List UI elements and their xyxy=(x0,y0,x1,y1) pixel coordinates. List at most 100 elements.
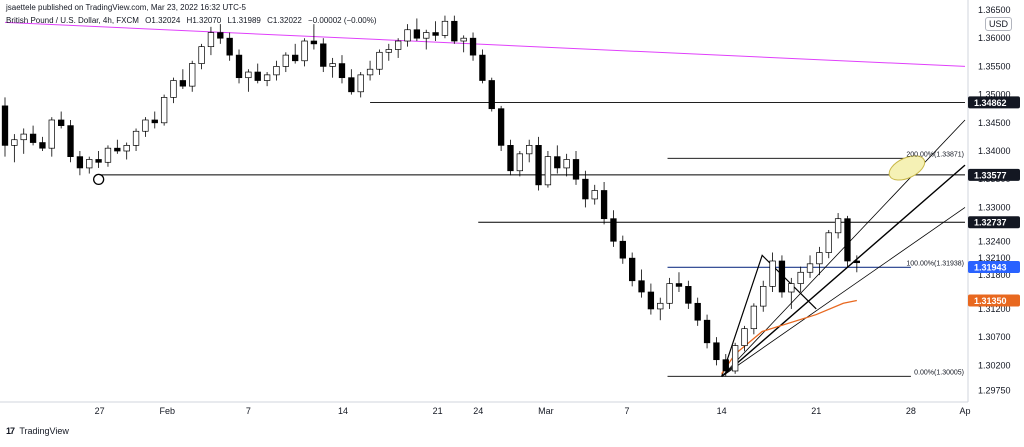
candle-body xyxy=(713,342,720,361)
price-label-bg xyxy=(968,96,1020,109)
candle-body xyxy=(76,156,84,169)
candle xyxy=(20,128,27,154)
y-tick-label: 1.36500 xyxy=(978,5,1011,15)
candle xyxy=(460,35,467,53)
candle xyxy=(235,49,243,84)
x-tick-label: Mar xyxy=(538,406,554,416)
currency-button[interactable]: USD xyxy=(985,17,1013,31)
candle-body xyxy=(722,359,729,372)
candle-body xyxy=(273,66,280,76)
candle-body xyxy=(348,77,355,93)
candle xyxy=(741,325,748,352)
y-tick-label: 1.31800 xyxy=(978,270,1011,280)
candle-body xyxy=(404,29,411,42)
candle xyxy=(778,255,786,298)
y-tick-label: 1.35000 xyxy=(978,90,1011,100)
candle xyxy=(104,145,112,167)
candle xyxy=(320,38,327,73)
ohlc-open: O1.32024 xyxy=(145,16,181,25)
fib-label: 0.00%(1.30005) xyxy=(914,369,964,376)
candle-body xyxy=(423,32,430,39)
candle xyxy=(666,277,673,309)
candle xyxy=(629,252,636,287)
candle xyxy=(245,69,252,92)
x-tick-label: 14 xyxy=(717,406,727,416)
candle-body xyxy=(610,218,617,242)
y-tick-label: 1.34500 xyxy=(978,118,1011,128)
candle xyxy=(769,252,776,293)
candle xyxy=(217,24,224,44)
candle-body xyxy=(86,159,93,169)
price-label-bg xyxy=(968,294,1020,307)
candle xyxy=(469,32,477,61)
candle xyxy=(95,151,102,168)
candle xyxy=(816,246,823,276)
candle-body xyxy=(132,130,140,146)
candle-body xyxy=(769,260,776,287)
tradingview-brand: 17 TradingView xyxy=(6,426,69,436)
price-label-bg xyxy=(968,261,1020,274)
candle-body xyxy=(451,20,458,42)
candle-body xyxy=(189,63,196,87)
candle xyxy=(703,314,711,349)
candle-body xyxy=(179,80,187,87)
x-tick-label: 27 xyxy=(95,406,105,416)
candle-body xyxy=(320,43,327,67)
candle-body xyxy=(29,133,37,143)
candle-body xyxy=(301,40,308,62)
candle-body xyxy=(647,291,655,310)
median-line xyxy=(721,164,966,378)
candle xyxy=(788,277,795,309)
candle-body xyxy=(469,37,477,56)
candle xyxy=(488,77,495,112)
candle-body xyxy=(123,145,130,152)
price-label: 1.33577 xyxy=(968,168,1020,181)
candle xyxy=(713,337,720,366)
candle-body xyxy=(572,159,580,180)
x-tick-label: 7 xyxy=(246,406,251,416)
candle-body xyxy=(217,32,224,39)
fib-label: 200.00%(1.33871) xyxy=(906,151,964,158)
candle xyxy=(582,170,589,208)
candle-body xyxy=(844,218,851,262)
x-tick-label: 28 xyxy=(906,406,916,416)
candle-body xyxy=(170,80,177,98)
candle-body xyxy=(544,156,552,186)
x-tick-label: 24 xyxy=(473,406,483,416)
ohlc-low: L1.31989 xyxy=(227,16,261,25)
candle xyxy=(310,24,318,50)
candle-body xyxy=(507,145,514,172)
price-label-bg xyxy=(968,168,1020,181)
candle-body xyxy=(245,71,252,79)
candle-body xyxy=(460,37,467,42)
candle xyxy=(39,136,46,152)
y-tick-label: 1.35500 xyxy=(978,61,1011,71)
candle xyxy=(114,139,121,154)
candle xyxy=(1,97,9,157)
candle-body xyxy=(292,54,299,62)
candle-body xyxy=(282,54,289,67)
candle xyxy=(376,49,383,75)
candle-body xyxy=(488,80,495,110)
channel-lower xyxy=(721,207,966,377)
candle-body xyxy=(263,74,271,81)
candle xyxy=(413,18,421,42)
price-label: 1.31943 xyxy=(968,261,1020,274)
x-tick-label: 21 xyxy=(811,406,821,416)
candle xyxy=(825,229,832,259)
symbol-legend: British Pound / U.S. Dollar, 4h, FXCM O1… xyxy=(6,16,381,25)
candle xyxy=(151,111,158,129)
candle xyxy=(647,283,655,315)
candle-body xyxy=(685,286,692,304)
candle-body xyxy=(254,71,261,81)
candle-body xyxy=(657,302,664,310)
published-by-text: jsaettele published on TradingView.com, … xyxy=(6,3,246,12)
pitchfork-handle xyxy=(721,254,817,377)
candle xyxy=(572,151,580,185)
x-tick-label: 14 xyxy=(338,406,348,416)
y-tick-label: 1.36000 xyxy=(978,33,1011,43)
candle-body xyxy=(816,252,823,265)
candle-body xyxy=(694,302,701,321)
